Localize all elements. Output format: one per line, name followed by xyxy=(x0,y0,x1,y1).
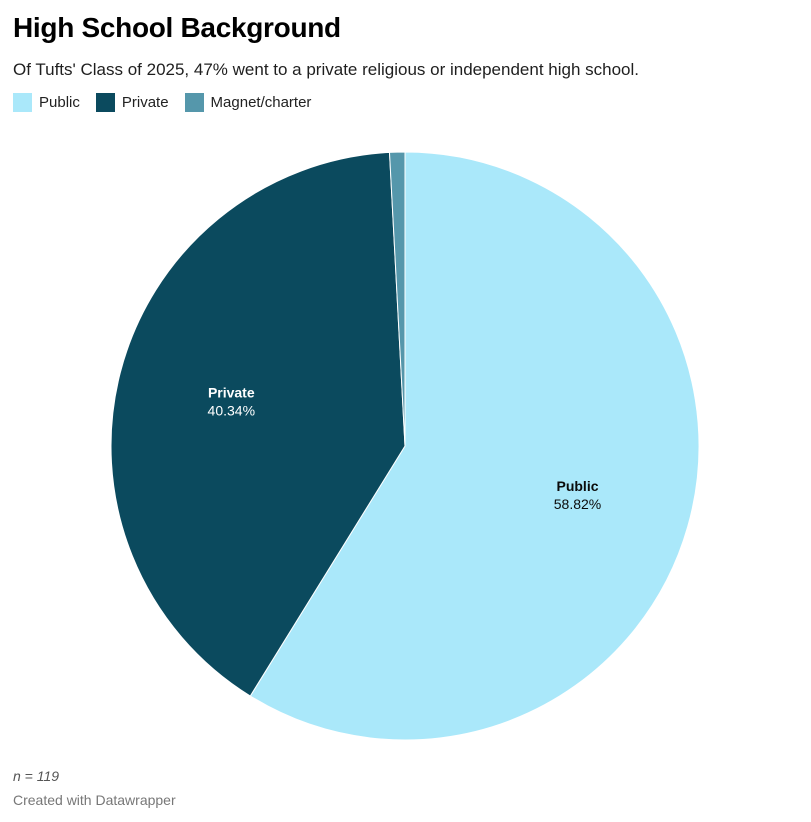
legend-item-public: Public xyxy=(13,93,80,112)
legend-swatch-private xyxy=(95,93,115,112)
legend-item-private: Private xyxy=(95,93,169,112)
chart-subtitle: Of Tufts' Class of 2025, 47% went to a p… xyxy=(13,60,640,79)
slice-value-private: 40.34% xyxy=(208,403,255,419)
pie-slice-magnet-charter xyxy=(388,151,406,447)
credit-line: Created with Datawrapper xyxy=(13,792,176,808)
chart-title: High School Background xyxy=(13,12,341,43)
slice-name-public: Public xyxy=(556,478,598,494)
sample-size-note: n = 119 xyxy=(13,768,60,784)
legend-label-private: Private xyxy=(121,94,169,111)
slice-name-private: Private xyxy=(208,385,255,401)
slice-value-public: 58.82% xyxy=(554,496,601,512)
legend-label-public: Public xyxy=(39,94,80,111)
pie-slice-public xyxy=(249,151,700,741)
legend-swatch-public xyxy=(13,93,32,112)
pie-slice-private xyxy=(110,151,406,697)
legend-item-magnet-charter: Magnet/charter xyxy=(184,93,312,112)
legend: Public Private Magnet/charter xyxy=(13,93,327,112)
slice-label-private: Private 40.34% xyxy=(208,385,255,419)
legend-label-magnet-charter: Magnet/charter xyxy=(210,94,312,111)
slice-label-public: Public 58.82% xyxy=(554,478,601,512)
legend-swatch-magnet-charter xyxy=(184,93,204,112)
